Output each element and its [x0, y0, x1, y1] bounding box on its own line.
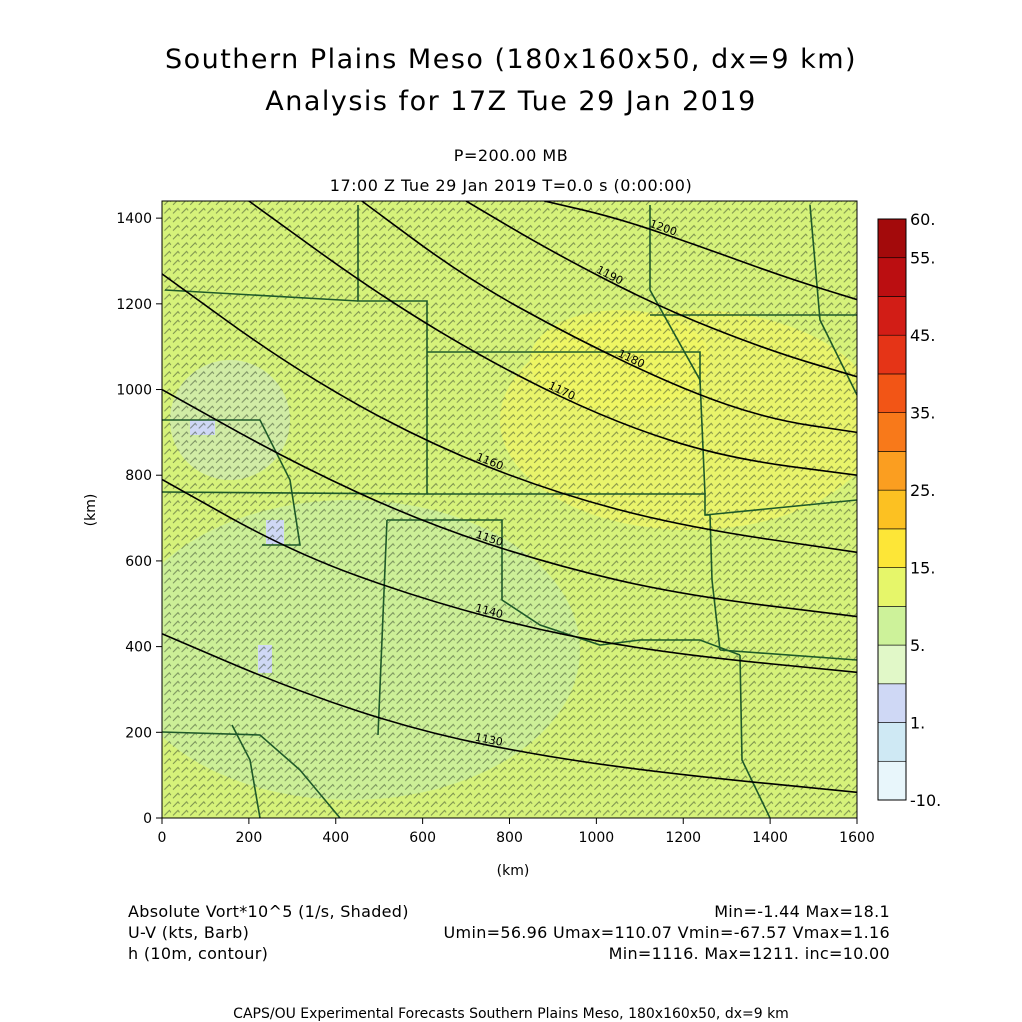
colorbar-segment — [877, 567, 907, 607]
border-bigbend — [231, 724, 261, 818]
colorbar-label: 45. — [910, 326, 935, 345]
colorbar-segment — [877, 606, 907, 646]
x-tick-label: 1000 — [579, 830, 615, 846]
border-arizona-nm — [162, 419, 301, 546]
colorbar-segment — [877, 257, 907, 297]
y-tick-label: 0 — [143, 811, 152, 827]
colorbar-segment — [877, 451, 907, 491]
chart-title-line1: Southern Plains Meso (180x160x50, dx=9 k… — [164, 44, 858, 75]
contour-line — [162, 273, 857, 554]
border-mexico — [162, 731, 341, 818]
y-tick-label: 1400 — [116, 211, 152, 227]
y-tick-label: 400 — [125, 640, 152, 656]
x-axis: 0 200 400 600 800 1000 1200 1400 1600 — [158, 818, 875, 846]
colorbar: -10. 1. 5. 15. 25. 35. 45. 55. 60. — [877, 210, 941, 810]
border-colorado — [162, 205, 428, 495]
border-missouri-west — [649, 205, 706, 495]
colorbar-frame — [877, 218, 907, 801]
valid-time: 17:00 Z Tue 29 Jan 2019 T=0.0 s (0:00:00… — [329, 176, 693, 195]
state-borders — [162, 204, 857, 818]
colorbar-label: -10. — [910, 791, 941, 810]
legend-field-barb: U-V (kts, Barb) — [128, 923, 250, 942]
border-wyoming — [164, 289, 359, 302]
legend-field-shaded-range: Min=-1.44 Max=18.1 — [714, 902, 890, 921]
x-tick-label: 200 — [236, 830, 263, 846]
y-tick-label: 600 — [125, 554, 152, 570]
colorbar-segment — [877, 760, 907, 801]
border-kansas-nebraska — [427, 351, 701, 384]
legend-field-shaded: Absolute Vort*10^5 (1/s, Shaded) — [128, 902, 409, 921]
x-tick-label: 400 — [322, 830, 349, 846]
x-tick-label: 1400 — [752, 830, 788, 846]
contour-line — [162, 633, 857, 794]
x-tick-label: 1600 — [839, 830, 875, 846]
contour-line — [162, 388, 857, 618]
colorbar-segment — [877, 334, 907, 375]
y-tick-label: 1200 — [116, 297, 152, 313]
contour-line — [361, 201, 857, 434]
colorbar-segment — [877, 644, 907, 685]
border-illinois — [809, 204, 857, 396]
colorbar-label: 1. — [910, 714, 925, 733]
border-missouri-arkansas — [704, 499, 857, 516]
contour-line — [248, 201, 857, 477]
colorbar-label: 25. — [910, 481, 935, 500]
legend-field-barb-range: Umin=56.96 Umax=110.07 Vmin=-67.57 Vmax=… — [443, 923, 890, 942]
y-tick-label: 800 — [125, 468, 152, 484]
colorbar-segment — [877, 489, 907, 530]
x-axis-label: (km) — [497, 863, 530, 879]
colorbar-segment — [877, 722, 907, 762]
colorbar-label: 60. — [910, 210, 935, 229]
y-tick-label: 1000 — [116, 383, 152, 399]
colorbar-segment — [877, 528, 907, 568]
colorbar-segment — [877, 218, 907, 259]
colorbar-segment — [877, 412, 907, 452]
border-texas-louisiana — [739, 654, 771, 818]
chart-title-line2: Analysis for 17Z Tue 29 Jan 2019 — [265, 86, 757, 117]
x-tick-label: 600 — [409, 830, 436, 846]
legend-field-contour-range: Min=1116. Max=1211. inc=10.00 — [608, 944, 890, 963]
x-tick-label: 800 — [496, 830, 523, 846]
y-axis-label: (km) — [83, 494, 99, 527]
colorbar-label: 15. — [910, 559, 935, 578]
x-tick-label: 1200 — [665, 830, 701, 846]
colorbar-label: 55. — [910, 249, 935, 268]
border-newmexico-texas — [377, 519, 388, 736]
footer-credit: CAPS/OU Experimental Forecasts Southern … — [233, 1006, 789, 1022]
contour-line — [465, 201, 857, 378]
y-tick-label: 200 — [125, 725, 152, 741]
colorbar-segment — [877, 296, 907, 336]
contour-line — [162, 478, 857, 674]
colorbar-segment — [877, 683, 907, 723]
contour-line — [544, 201, 857, 301]
border-arkansas — [719, 649, 857, 661]
colorbar-segment — [877, 373, 907, 413]
pressure-level: P=200.00 MB — [453, 146, 569, 165]
y-axis: 0 200 400 600 800 1000 1200 1400 — [116, 211, 162, 827]
contour-label: 1130 — [474, 731, 504, 749]
colorbar-label: 5. — [910, 636, 925, 655]
x-tick-label: 0 — [158, 830, 167, 846]
colorbar-label: 35. — [910, 404, 935, 423]
legend-field-contour: h (10m, contour) — [128, 944, 269, 963]
